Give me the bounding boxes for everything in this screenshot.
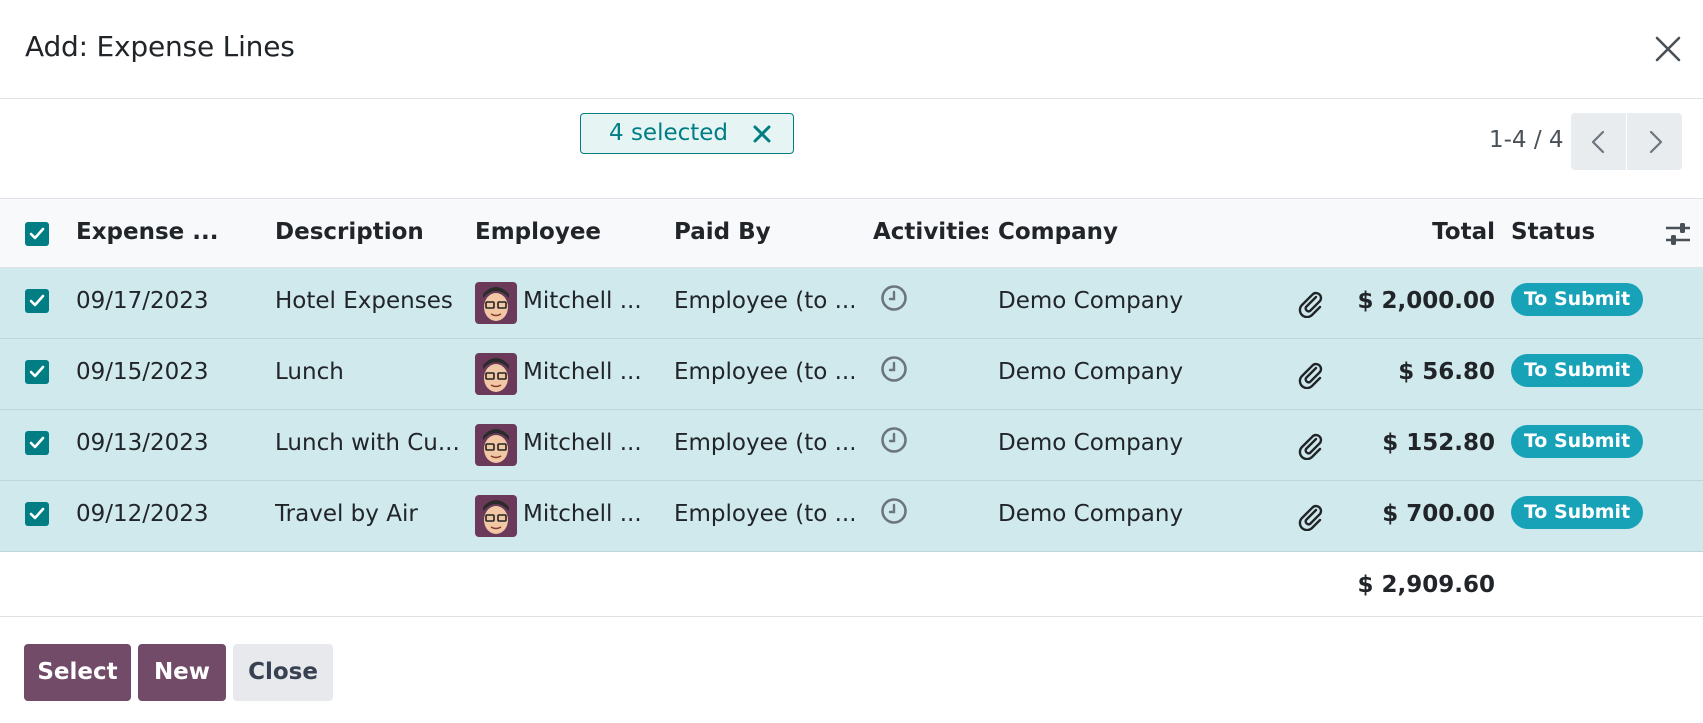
select-button[interactable]: Select	[24, 644, 131, 701]
row-company: Demo Company	[998, 288, 1184, 314]
close-icon[interactable]	[1651, 32, 1685, 66]
select-all-checkbox[interactable]	[25, 222, 49, 246]
column-description[interactable]: Description	[275, 219, 424, 245]
employee-avatar	[475, 282, 517, 324]
row-employee: Mitchell ...	[523, 430, 642, 456]
column-employee[interactable]: Employee	[475, 219, 602, 245]
selection-badge: 4 selected	[580, 113, 794, 154]
row-total: $ 152.80	[1382, 430, 1495, 456]
clock-icon[interactable]	[880, 284, 908, 312]
paperclip-icon[interactable]	[1296, 430, 1324, 460]
clock-icon[interactable]	[880, 426, 908, 454]
close-button[interactable]: Close	[233, 644, 333, 701]
row-total: $ 700.00	[1382, 501, 1495, 527]
chevron-left-icon	[1591, 130, 1605, 154]
pager-previous-button[interactable]	[1571, 113, 1626, 170]
row-checkbox[interactable]	[25, 502, 49, 526]
employee-avatar	[475, 424, 517, 466]
row-company: Demo Company	[998, 501, 1184, 527]
table-row[interactable]: 09/17/2023 Hotel Expenses Mitchell ... E…	[0, 268, 1703, 339]
row-checkbox[interactable]	[25, 360, 49, 384]
pager-next-button[interactable]	[1627, 113, 1682, 170]
dialog-title: Add: Expense Lines	[25, 30, 295, 63]
status-badge: To Submit	[1511, 425, 1643, 458]
status-badge: To Submit	[1511, 496, 1643, 529]
row-paid-by: Employee (to ...	[674, 501, 854, 527]
row-total: $ 56.80	[1398, 359, 1495, 385]
column-paid-by[interactable]: Paid By	[674, 219, 771, 245]
row-checkbox[interactable]	[25, 289, 49, 313]
row-paid-by: Employee (to ...	[674, 288, 854, 314]
new-button[interactable]: New	[138, 644, 226, 701]
column-expense-date[interactable]: Expense ...	[76, 219, 219, 245]
selection-count: 4 selected	[609, 120, 729, 146]
check-icon	[29, 294, 45, 307]
dialog-header: Add: Expense Lines	[0, 0, 1703, 99]
clock-icon[interactable]	[880, 497, 908, 525]
pager-value[interactable]: 1-4 / 4	[1489, 127, 1564, 153]
row-employee: Mitchell ...	[523, 359, 642, 385]
row-employee: Mitchell ...	[523, 288, 642, 314]
grand-total: $ 2,909.60	[1357, 572, 1495, 598]
optional-columns-icon[interactable]	[1664, 221, 1692, 247]
check-icon	[29, 507, 45, 520]
row-checkbox[interactable]	[25, 431, 49, 455]
paperclip-icon[interactable]	[1296, 288, 1324, 318]
table-row[interactable]: 09/15/2023 Lunch Mitchell ... Employee (…	[0, 339, 1703, 410]
unselect-all-icon[interactable]	[753, 125, 771, 143]
row-date: 09/13/2023	[76, 430, 209, 456]
clock-icon[interactable]	[880, 355, 908, 383]
row-total: $ 2,000.00	[1357, 288, 1495, 314]
table-row[interactable]: 09/13/2023 Lunch with Cu... Mitchell ...…	[0, 410, 1703, 481]
table-footer: $ 2,909.60	[0, 552, 1703, 617]
row-date: 09/15/2023	[76, 359, 209, 385]
row-description: Travel by Air	[275, 501, 418, 527]
row-paid-by: Employee (to ...	[674, 359, 854, 385]
row-description: Lunch with Cu...	[275, 430, 460, 456]
paperclip-icon[interactable]	[1296, 359, 1324, 389]
row-company: Demo Company	[998, 430, 1184, 456]
row-company: Demo Company	[998, 359, 1184, 385]
column-total[interactable]: Total	[1432, 219, 1495, 245]
check-icon	[29, 227, 45, 240]
employee-avatar	[475, 353, 517, 395]
column-company[interactable]: Company	[998, 219, 1118, 245]
table-row[interactable]: 09/12/2023 Travel by Air Mitchell ... Em…	[0, 481, 1703, 552]
row-employee: Mitchell ...	[523, 501, 642, 527]
table-header: Expense ... Description Employee Paid By…	[0, 198, 1703, 268]
status-badge: To Submit	[1511, 283, 1643, 316]
employee-avatar	[475, 495, 517, 537]
check-icon	[29, 365, 45, 378]
column-status[interactable]: Status	[1511, 219, 1596, 245]
row-paid-by: Employee (to ...	[674, 430, 854, 456]
row-date: 09/12/2023	[76, 501, 209, 527]
status-badge: To Submit	[1511, 354, 1643, 387]
row-description: Hotel Expenses	[275, 288, 453, 314]
chevron-right-icon	[1649, 130, 1663, 154]
check-icon	[29, 436, 45, 449]
row-date: 09/17/2023	[76, 288, 209, 314]
paperclip-icon[interactable]	[1296, 501, 1324, 531]
column-activities[interactable]: Activities	[873, 219, 988, 245]
row-description: Lunch	[275, 359, 344, 385]
